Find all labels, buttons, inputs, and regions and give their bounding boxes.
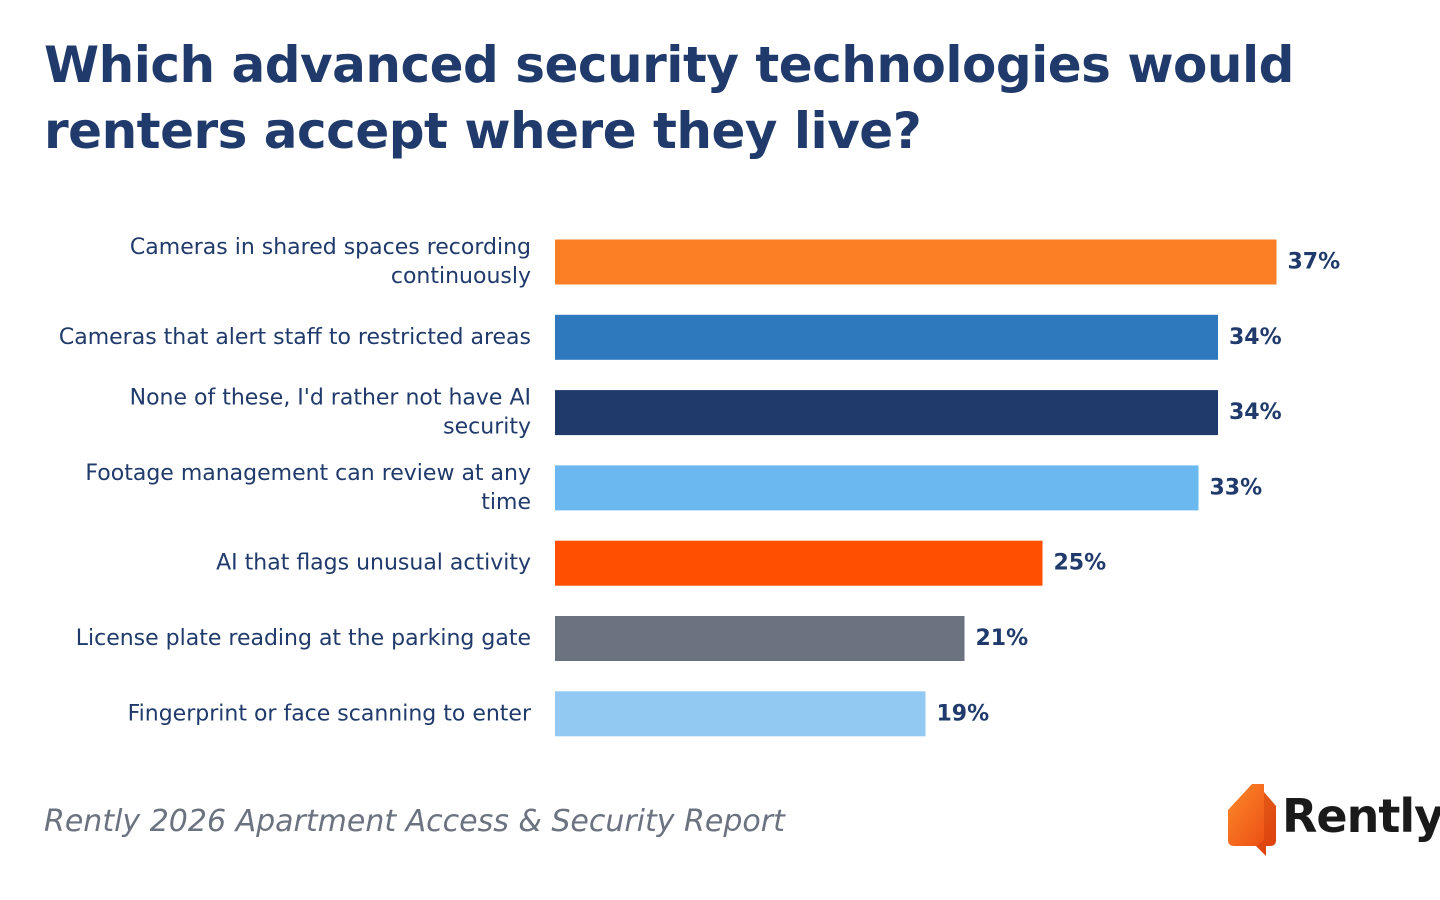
- category-label-5: AI that flags unusual activity: [216, 551, 531, 576]
- logo-wordmark: Rently: [1282, 789, 1440, 843]
- bar-7: [555, 691, 926, 737]
- value-label-1: 37%: [1288, 250, 1341, 275]
- bar-3: [555, 390, 1218, 436]
- category-label-3: None of these, I'd rather not have AI sec…: [130, 386, 531, 440]
- category-label-6: License plate reading at the parking gat…: [76, 626, 531, 651]
- value-label-3: 34%: [1229, 400, 1282, 425]
- value-label-7: 19%: [937, 701, 990, 726]
- value-label-4: 33%: [1210, 475, 1263, 500]
- value-label-5: 25%: [1054, 551, 1107, 576]
- source-caption: Rently 2026 Apartment Access & Security …: [44, 804, 785, 839]
- category-label-1: Cameras in shared spaces recording contin…: [130, 235, 531, 289]
- bar-chart: 37% Cameras in shared spaces recording con…: [59, 235, 1341, 737]
- category-label-2: Cameras that alert staff to restricted a…: [59, 325, 531, 350]
- bar-6: [555, 616, 965, 661]
- value-label-6: 21%: [976, 626, 1029, 651]
- house-speech-bubble-icon: [1228, 784, 1276, 856]
- value-label-2: 34%: [1229, 325, 1282, 350]
- bar-4: [555, 465, 1199, 511]
- category-label-4: Footage management can review at any time: [85, 461, 531, 515]
- category-label-7: Fingerprint or face scanning to enter: [128, 701, 532, 726]
- bar-2: [555, 314, 1218, 360]
- rently-logo: Rently: [1226, 780, 1440, 860]
- chart-title: Which advanced security technologies wou…: [44, 36, 1294, 160]
- bar-1: [555, 239, 1277, 285]
- bar-5: [555, 540, 1043, 586]
